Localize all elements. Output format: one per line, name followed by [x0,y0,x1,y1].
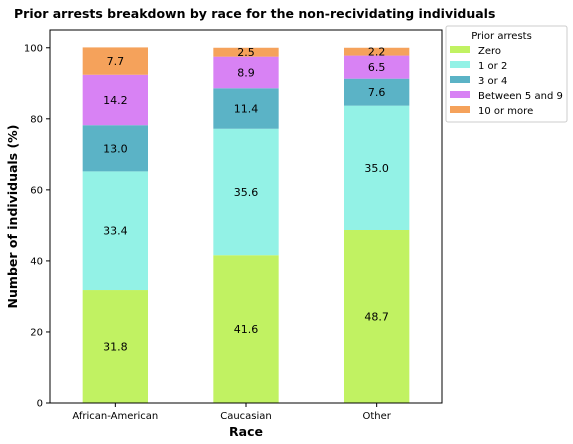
bar-segment [213,47,279,57]
bar-segment [82,74,148,126]
bar-segment [213,255,279,403]
bar-value-label: 2.2 [368,46,386,59]
bar-value-label: 2.5 [237,46,255,59]
y-tick-label: 20 [30,327,43,338]
bar-value-label: 8.9 [237,66,255,79]
bar-value-label: 7.7 [107,55,125,68]
bar-value-label: 31.8 [103,341,128,354]
legend: Prior arrests Zero 1 or 2 3 or 4 Between 5 … [445,25,568,123]
x-tick-label: Other [362,411,391,422]
bar-segment [344,55,410,79]
bar-value-label: 48.7 [364,310,389,323]
bar-segment [82,125,148,172]
legend-swatch [450,61,470,68]
bar-segment [213,88,279,129]
bar-segment [344,47,410,56]
y-tick-label: 100 [24,43,43,54]
legend-entry-label: 3 or 4 [478,76,507,87]
bar-segment [213,128,279,256]
bar-segment [344,229,410,403]
legend-swatch [450,91,470,98]
bar-value-label: 11.4 [234,103,259,116]
bar-segment [82,290,148,403]
legend-title: Prior arrests [471,31,532,42]
legend-entry-label: 10 or more [478,106,533,117]
bars-group [82,47,410,403]
y-axis: 0 20 40 60 80 100 [24,43,50,410]
x-tick-label: Caucasian [220,411,272,422]
legend-box [445,25,568,123]
bar-segment [82,47,148,75]
bar-value-label: 7.6 [368,86,386,99]
y-tick-label: 60 [30,185,43,196]
bar-value-label: 6.5 [368,61,386,74]
bar-value-label: 35.0 [364,162,389,175]
x-axis-label: Race [229,424,263,439]
legend-entry-label: Between 5 and 9 [478,91,563,102]
bar-value-label: 33.4 [103,225,128,238]
y-axis-label: Number of individuals (%) [5,125,20,309]
bar-segment [344,78,410,106]
bar-labels-group: 31.8 33.4 13.0 14.2 7.7 41.6 35.6 11.4 8.9 2.5 48.… [103,46,389,354]
legend-swatch [450,46,470,53]
legend-swatch [450,106,470,113]
bar-segment [213,56,279,89]
legend-entry-label: 1 or 2 [478,61,507,72]
bar-segment [344,105,410,230]
bar-segment [82,171,148,291]
bar-value-label: 14.2 [103,94,128,107]
x-tick-label: African-American [72,411,158,422]
legend-entry-label: Zero [478,46,501,57]
y-tick-label: 0 [37,399,43,410]
x-axis: African-American Caucasian Other [72,403,392,422]
chart-title: Prior arrests breakdown by race for the … [14,6,495,21]
legend-swatch [450,76,470,83]
bar-value-label: 35.6 [234,186,259,199]
bar-value-label: 13.0 [103,142,128,155]
y-tick-label: 80 [30,114,43,125]
bar-value-label: 41.6 [234,323,259,336]
y-tick-label: 40 [30,256,43,267]
